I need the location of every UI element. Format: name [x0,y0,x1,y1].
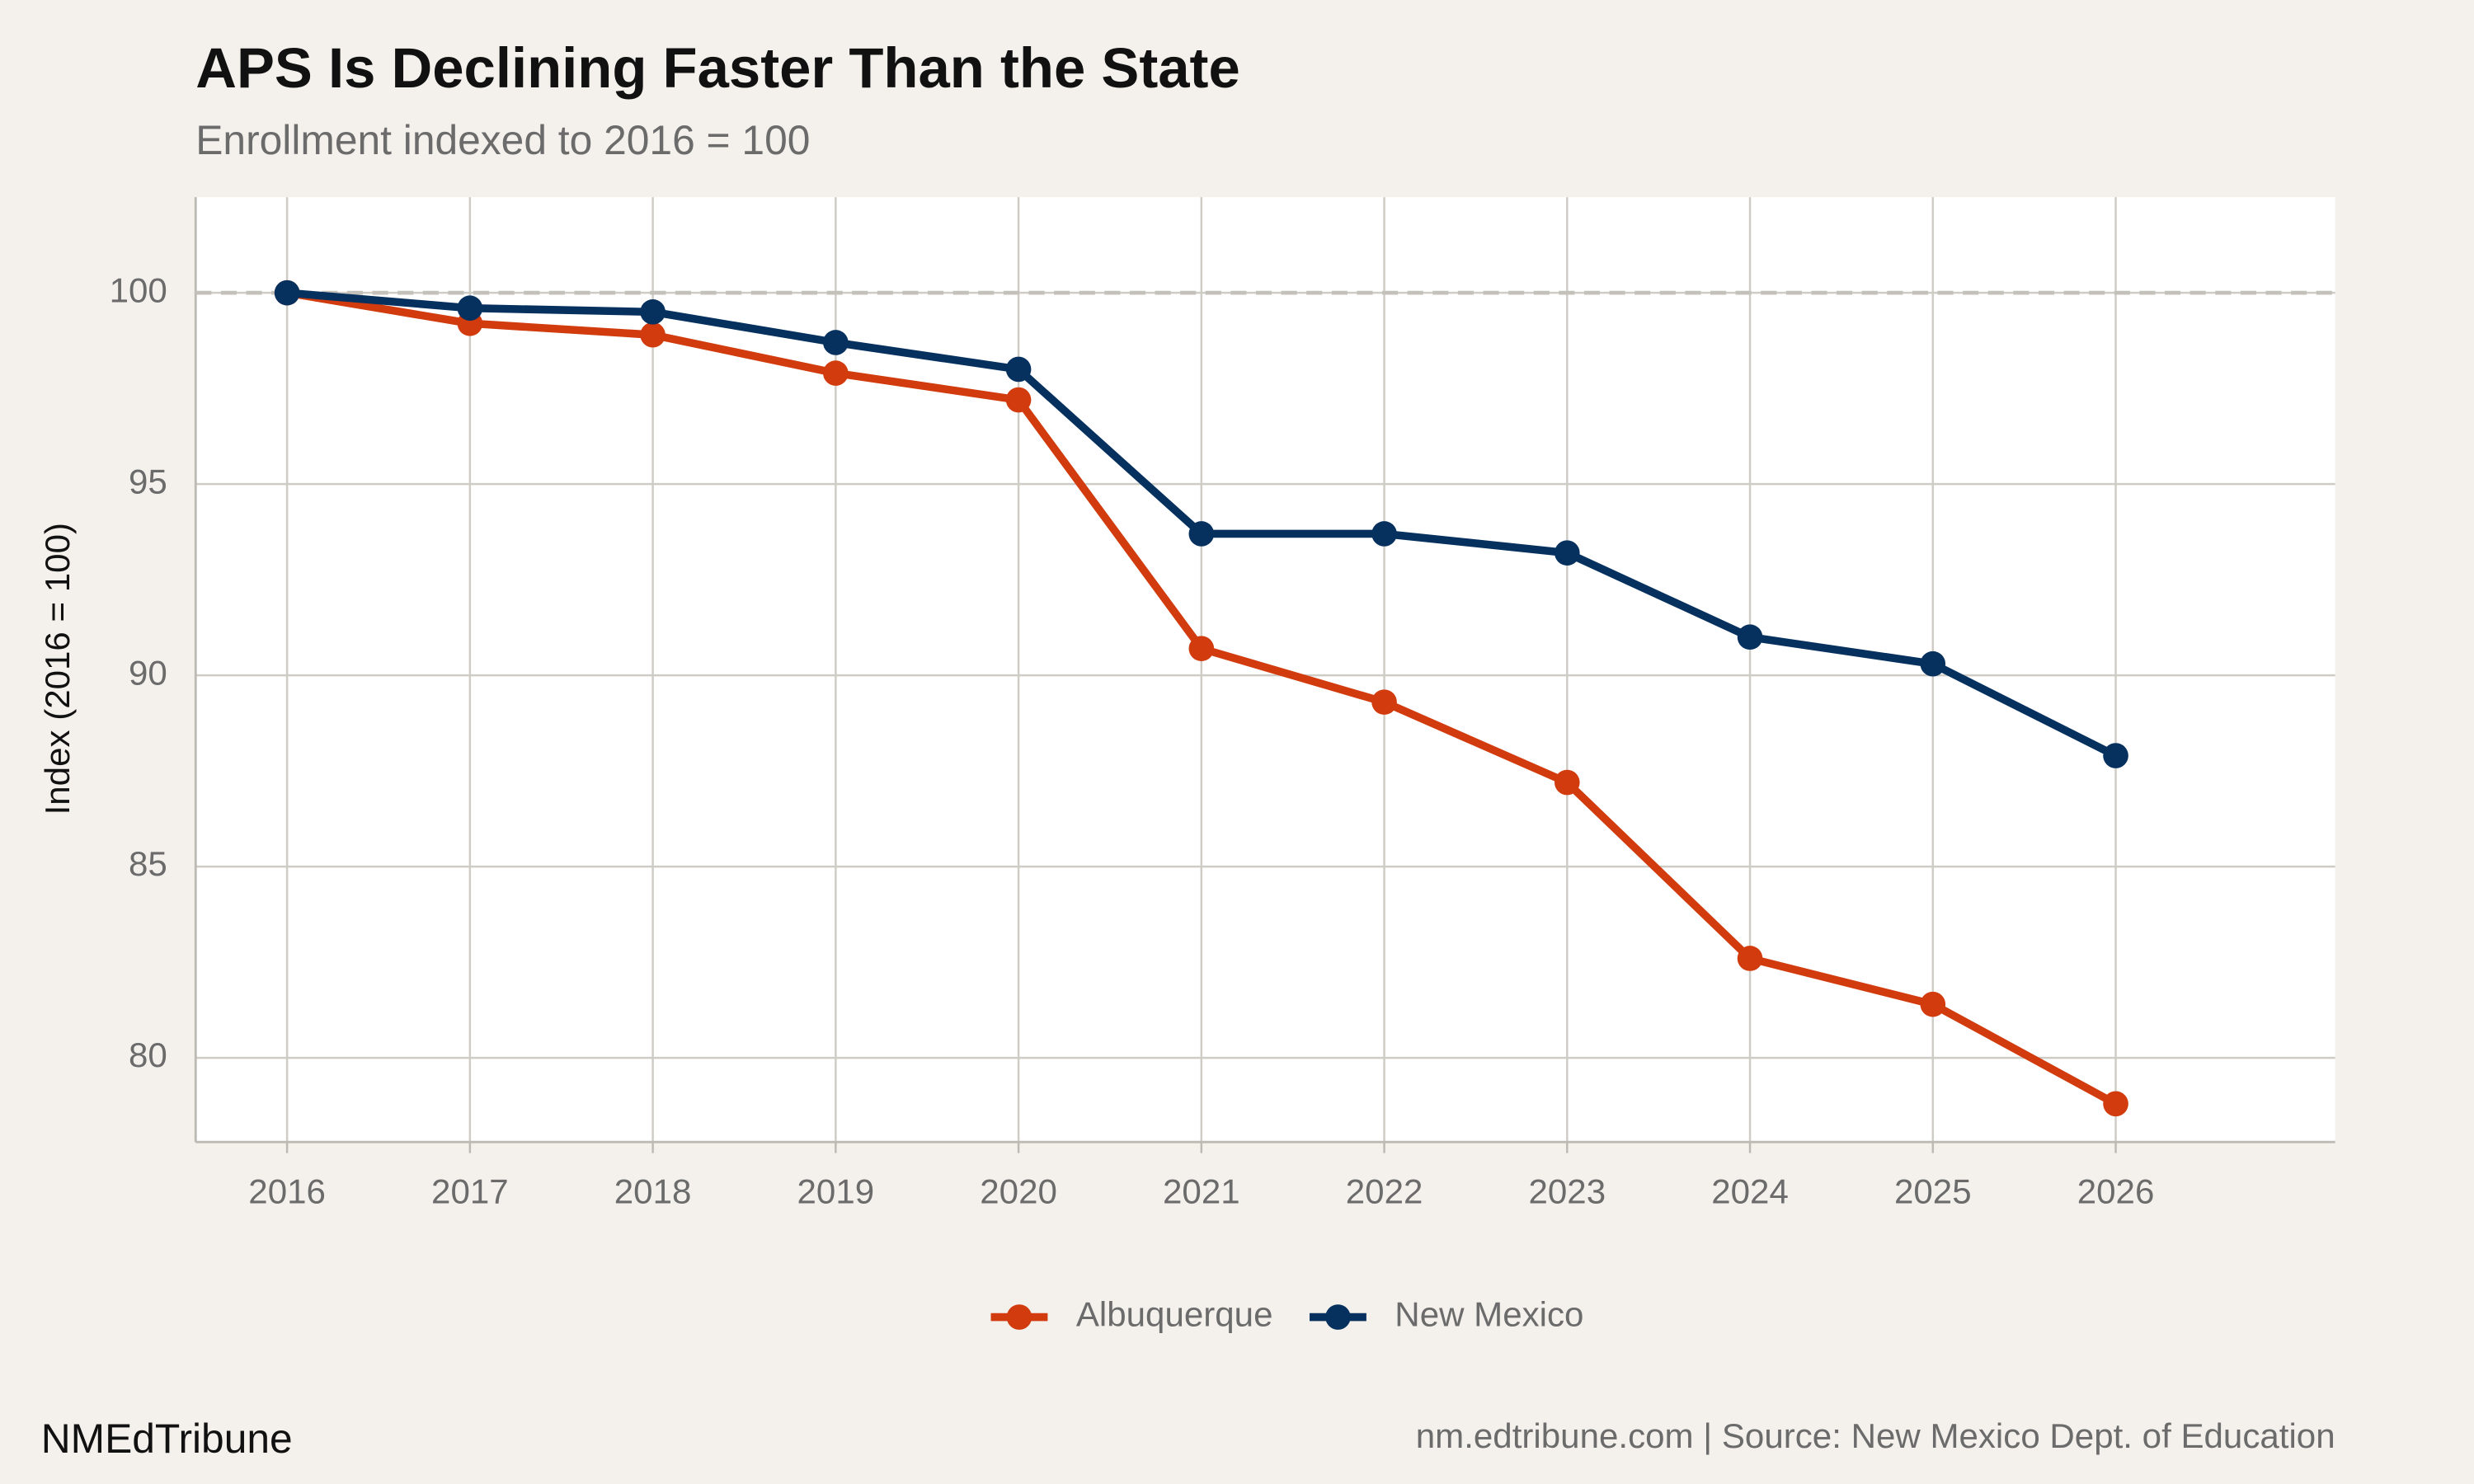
x-tick-label: 2017 [431,1172,509,1210]
data-point [457,295,483,322]
x-tick-label: 2016 [248,1172,326,1210]
data-point [1188,636,1215,661]
data-point [1005,356,1032,383]
data-point [1005,387,1032,413]
data-point [1371,521,1397,547]
y-tick-label: 100 [110,270,167,309]
x-tick-label: 2023 [1529,1172,1606,1210]
data-point [2103,743,2128,768]
x-tick-label: 2020 [980,1172,1057,1210]
data-point [1554,769,1580,796]
data-point [2103,1091,2128,1117]
x-tick-label: 2026 [2077,1172,2155,1210]
legend-symbol [1325,1304,1351,1330]
y-tick-label: 95 [129,462,167,500]
x-tick-label: 2024 [1711,1172,1789,1210]
source-left: NMEdTribune [41,1416,293,1462]
x-tick-label: 2018 [614,1172,692,1210]
chart-title: APS Is Declining Faster Than the State [195,36,1240,100]
y-tick-label: 85 [129,844,167,883]
data-point [1188,521,1215,547]
source-right: nm.edtribune.com | Source: New Mexico De… [1416,1416,2335,1455]
legend-symbol [1006,1304,1032,1330]
chart-subtitle: Enrollment indexed to 2016 = 100 [195,117,810,163]
data-point [1371,689,1397,715]
legend-label: Albuquerque [1076,1295,1273,1334]
y-axis-label: Index (2016 = 100) [38,523,77,815]
y-tick-label: 80 [129,1036,167,1074]
x-tick-label: 2022 [1346,1172,1423,1210]
legend-label: New Mexico [1395,1295,1583,1334]
data-point [823,360,849,386]
data-point [1920,650,1946,677]
data-point [1737,946,1763,971]
data-point [1920,991,1946,1017]
data-point [274,279,300,306]
x-tick-label: 2021 [1163,1172,1240,1210]
data-point [1554,540,1580,566]
data-point [823,330,849,355]
data-point [640,299,666,325]
y-tick-label: 90 [129,653,167,692]
data-point [1737,624,1763,650]
data-point [640,322,666,348]
x-tick-label: 2019 [797,1172,875,1210]
x-tick-label: 2025 [1894,1172,1972,1210]
